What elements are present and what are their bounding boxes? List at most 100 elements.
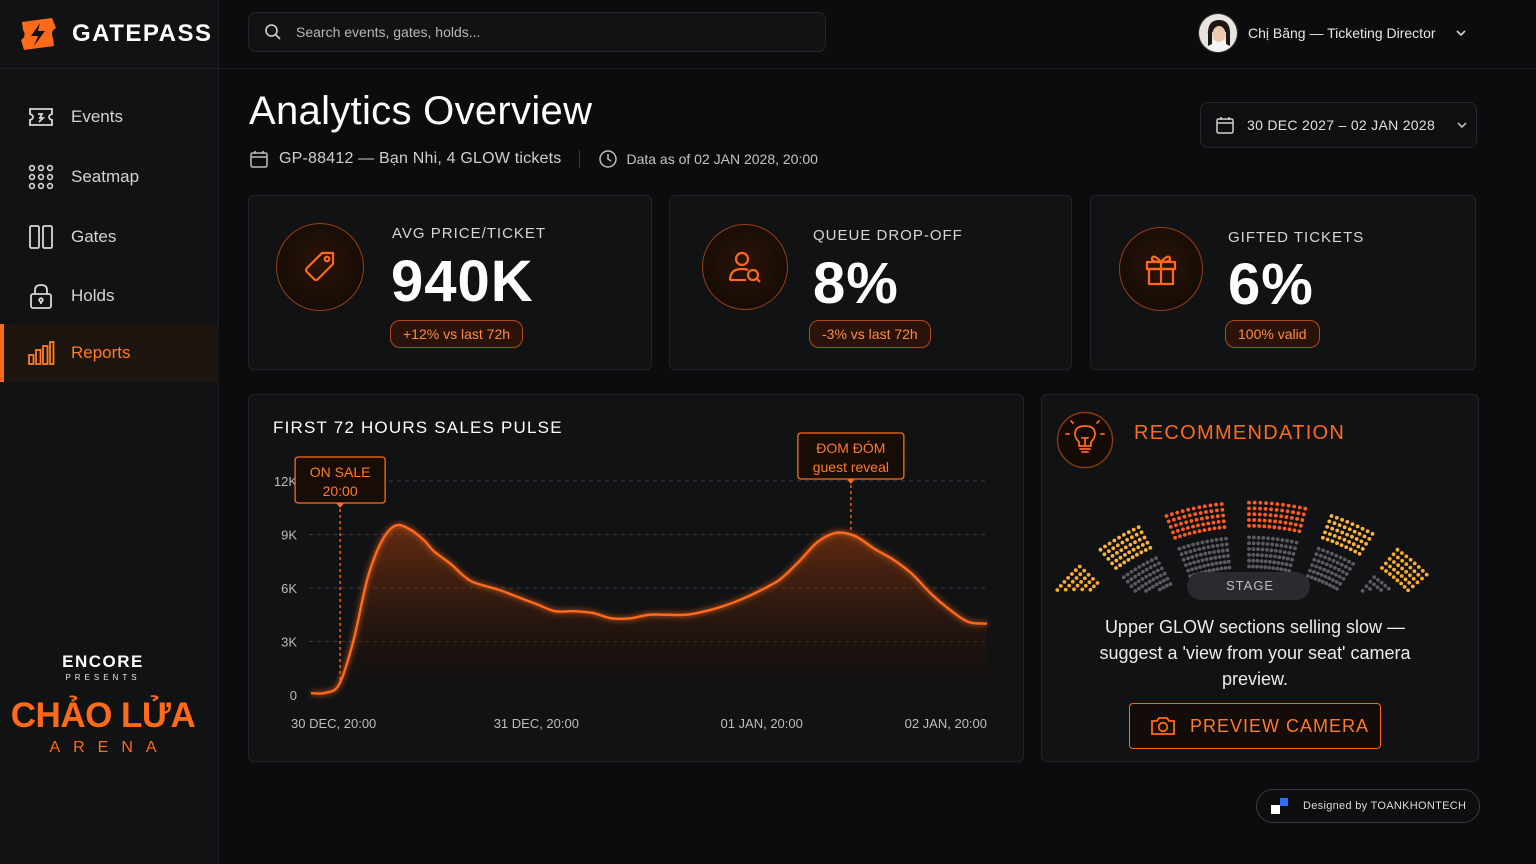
seat-dot: [1164, 514, 1169, 518]
designed-by-badge[interactable]: Designed by TOANKHONTECH: [1256, 789, 1480, 823]
seat-dot: [1265, 542, 1270, 546]
seat-dot: [1334, 573, 1338, 577]
seat-dot: [1181, 557, 1186, 562]
seat-dot: [1058, 584, 1063, 588]
seat-dot: [1258, 506, 1262, 511]
preview-camera-button[interactable]: PREVIEW CAMERA: [1129, 703, 1381, 749]
recommendation-text: Upper GLOW sections selling slow — sugge…: [1099, 617, 1411, 689]
seat-dot: [1154, 582, 1159, 587]
seat-dot: [1182, 545, 1186, 550]
seat-dot: [1283, 520, 1288, 525]
seat-dot: [1123, 545, 1128, 550]
seat-dot: [1391, 552, 1396, 557]
seat-dot: [1152, 563, 1157, 568]
seat-dot: [1087, 580, 1092, 585]
seat-dot: [1316, 559, 1321, 563]
seat-dot: [1215, 514, 1220, 519]
seat-dot: [1408, 565, 1413, 570]
seat-dot: [1141, 562, 1146, 567]
seat-dot: [1317, 578, 1321, 583]
search-bar[interactable]: [248, 12, 826, 52]
seat-dot: [1161, 585, 1166, 590]
seat-dot: [1215, 508, 1219, 513]
seat-dot: [1118, 563, 1122, 568]
seat-dot: [1067, 583, 1072, 588]
seat-dot: [1191, 542, 1195, 547]
divider: [0, 68, 219, 69]
seat-dot: [1334, 553, 1339, 558]
seat-dot: [1331, 585, 1336, 589]
seat-dot: [1274, 543, 1279, 547]
seat-dot: [1341, 576, 1346, 581]
seat-dot: [1359, 539, 1364, 544]
seat-dot: [1347, 527, 1352, 532]
seat-dot: [1420, 568, 1425, 573]
user-menu[interactable]: Chị Băng — Ticketing Director: [1198, 12, 1468, 54]
seat-dot: [1221, 548, 1225, 553]
seat-dot: [1205, 539, 1209, 544]
seat-dot: [1206, 521, 1211, 526]
seat-dot: [1102, 552, 1107, 557]
seat-dot: [1357, 552, 1362, 556]
seat-dot: [1350, 534, 1354, 539]
y-tick-label: 3K: [281, 635, 297, 650]
seat-dot: [1368, 587, 1372, 591]
seat-dot: [1275, 566, 1280, 571]
seat-dot: [1348, 567, 1352, 571]
app-logo[interactable]: GATEPASS: [16, 14, 212, 54]
date-range-picker[interactable]: 30 DEC 2027 – 02 JAN 2028: [1200, 102, 1477, 148]
seat-dot: [1078, 572, 1083, 577]
seat-dot: [1256, 541, 1261, 546]
seat-dot: [1400, 566, 1404, 571]
seat-dot: [1148, 565, 1153, 570]
seat-dot: [1402, 585, 1407, 589]
seat-dot: [1137, 565, 1142, 569]
seat-dot: [1323, 574, 1328, 579]
x-tick-label: 31 DEC, 20:00: [494, 716, 579, 731]
seat-dot: [1131, 547, 1136, 552]
sidebar-item-holds[interactable]: Holds: [0, 267, 219, 325]
seat-dot: [1191, 524, 1195, 529]
seat-dot: [1129, 584, 1134, 589]
seat-dot: [1279, 543, 1284, 548]
seat-dot: [1286, 503, 1291, 508]
sidebar-item-gates[interactable]: Gates: [0, 208, 219, 266]
seat-dot: [1314, 552, 1319, 557]
seat-dot: [1411, 576, 1416, 581]
seat-dot: [1329, 514, 1334, 518]
annotation-subtitle: 20:00: [323, 483, 358, 499]
seat-dot: [1162, 571, 1167, 576]
recommendation-card: RECOMMENDATION STAGE Upper GLOW sections…: [1041, 394, 1479, 762]
seat-dot: [1197, 505, 1202, 510]
seat-dot: [1171, 530, 1175, 535]
sidebar-item-seatmap[interactable]: Seatmap: [0, 148, 219, 206]
seat-dot: [1367, 537, 1372, 541]
seat-dot: [1139, 550, 1144, 555]
seat-dot: [1127, 550, 1132, 555]
sidebar-item-events[interactable]: Events: [0, 88, 219, 146]
seat-dot: [1212, 550, 1216, 554]
seat-dot: [1357, 532, 1362, 536]
seat-dot: [1291, 552, 1296, 556]
sidebar-item-reports[interactable]: Reports: [0, 324, 219, 382]
seat-dot: [1396, 570, 1400, 575]
seat-dot: [1128, 542, 1133, 547]
seat-dot: [1292, 504, 1297, 509]
lock-icon: [27, 282, 55, 310]
seat-dot: [1145, 540, 1150, 545]
date-range-value: 30 DEC 2027 – 02 JAN 2028: [1247, 117, 1436, 133]
seat-dot: [1106, 557, 1111, 561]
seat-dot: [1289, 539, 1294, 544]
search-input[interactable]: [296, 24, 796, 40]
seat-dot: [1274, 513, 1278, 518]
seat-dot: [1278, 520, 1283, 524]
seat-dot: [1287, 569, 1291, 573]
seat-dot: [1404, 569, 1408, 574]
seat-dot: [1325, 525, 1330, 529]
seat-dot: [1252, 518, 1257, 522]
seat-dot: [1404, 562, 1409, 566]
seat-dot: [1256, 535, 1261, 540]
chevron-down-icon[interactable]: [1454, 26, 1468, 40]
seat-dot: [1224, 536, 1228, 541]
brand-venue-name: CHẢO LỬA: [10, 696, 196, 735]
